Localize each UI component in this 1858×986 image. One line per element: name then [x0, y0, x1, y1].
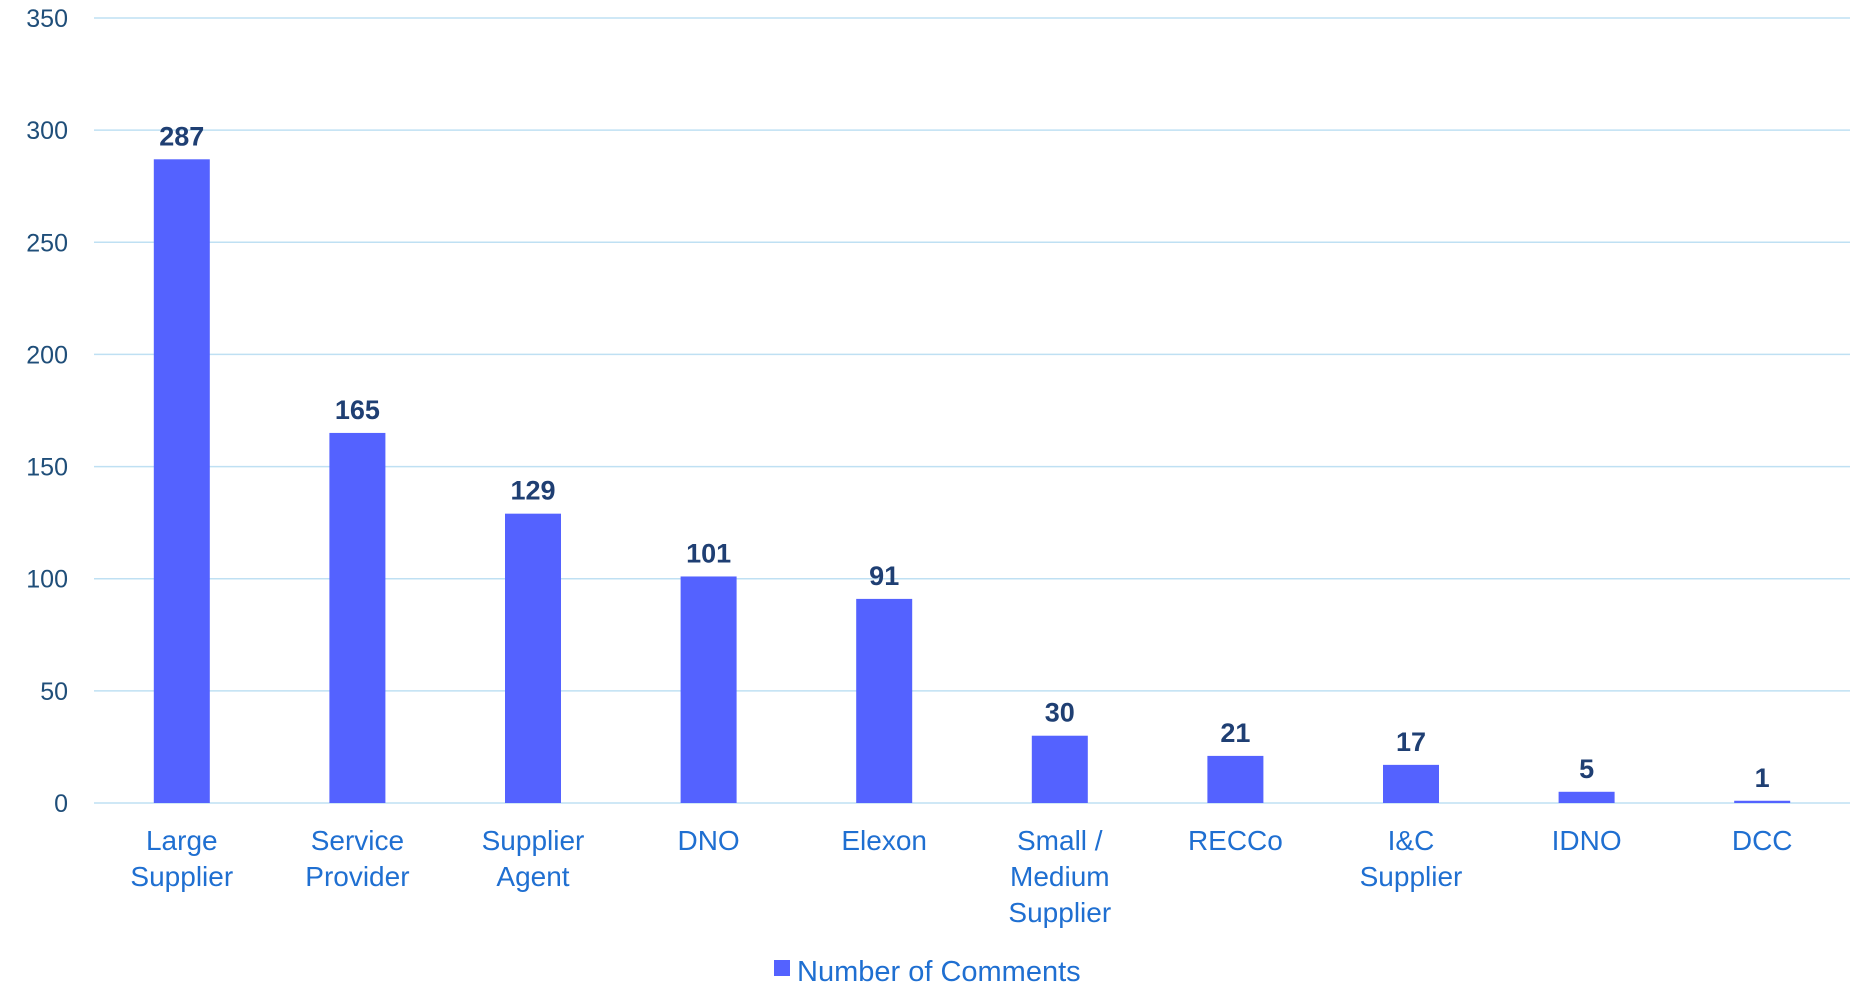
- category-label-line: Provider: [305, 861, 409, 892]
- bar: [1383, 764, 1439, 803]
- category-label: IDNO: [1552, 825, 1622, 856]
- y-tick-label: 300: [26, 117, 68, 145]
- x-axis-categories: Large Supplier Service Provider Supplier Agen…: [130, 825, 1792, 928]
- bar: [153, 159, 210, 804]
- data-label: 5: [1579, 754, 1594, 784]
- category-label: I&C Supplier: [1360, 825, 1463, 892]
- data-label: 17: [1396, 727, 1426, 757]
- category-label: Large Supplier: [130, 825, 233, 892]
- data-label: 101: [686, 538, 731, 568]
- category-label-line: IDNO: [1552, 825, 1622, 856]
- category-label-line: Medium: [1010, 861, 1110, 892]
- category-label-line: RECCo: [1188, 825, 1283, 856]
- category-label-line: DNO: [677, 825, 739, 856]
- data-label: 21: [1220, 718, 1250, 748]
- legend-swatch: [774, 960, 790, 976]
- category-label: Supplier Agent: [482, 825, 585, 892]
- category-label: Service Provider: [305, 825, 409, 892]
- bar: [856, 598, 913, 803]
- bar: [1558, 791, 1615, 803]
- category-label-line: Supplier: [1008, 897, 1111, 928]
- y-tick-label: 350: [26, 5, 68, 33]
- category-label-line: Small /: [1017, 825, 1103, 856]
- category-label-line: Service: [311, 825, 404, 856]
- y-tick-label: 250: [26, 229, 68, 257]
- bar: [329, 432, 386, 803]
- category-label: DNO: [677, 825, 739, 856]
- category-label-line: Agent: [496, 861, 569, 892]
- data-labels: 287 165 129 101 91 30 21 17 5 1: [159, 121, 1769, 792]
- bar: [1734, 800, 1791, 803]
- category-label-line: Supplier: [130, 861, 233, 892]
- legend: Number of Comments: [774, 956, 1081, 986]
- category-label: RECCo: [1188, 825, 1283, 856]
- category-label: DCC: [1732, 825, 1793, 856]
- bar: [1031, 735, 1088, 803]
- category-label-line: Large: [146, 825, 218, 856]
- data-label: 165: [335, 395, 380, 425]
- y-tick-label: 100: [26, 566, 68, 594]
- category-label-line: DCC: [1732, 825, 1793, 856]
- y-tick-label: 0: [54, 790, 68, 818]
- category-label: Small / Medium Supplier: [1008, 825, 1111, 928]
- category-label: Elexon: [841, 825, 927, 856]
- category-label-line: Supplier: [482, 825, 585, 856]
- category-label-line: Supplier: [1360, 861, 1463, 892]
- data-label: 287: [159, 121, 204, 151]
- category-label-line: Elexon: [841, 825, 927, 856]
- bar: [680, 576, 737, 803]
- category-label-line: I&C: [1388, 825, 1435, 856]
- data-label: 1: [1755, 763, 1770, 793]
- y-tick-label: 150: [26, 454, 68, 482]
- y-tick-label: 50: [40, 678, 68, 706]
- y-axis-ticks: 0 50 100 150 200 250 300 350: [26, 5, 68, 818]
- bars: [153, 159, 1791, 804]
- bar: [505, 513, 561, 803]
- data-label: 91: [869, 561, 899, 591]
- legend-label: Number of Comments: [797, 956, 1081, 986]
- gridlines: [94, 17, 1850, 804]
- bar: [1207, 755, 1264, 803]
- data-label: 129: [510, 476, 555, 506]
- data-label: 30: [1045, 698, 1075, 728]
- y-tick-label: 200: [26, 341, 68, 369]
